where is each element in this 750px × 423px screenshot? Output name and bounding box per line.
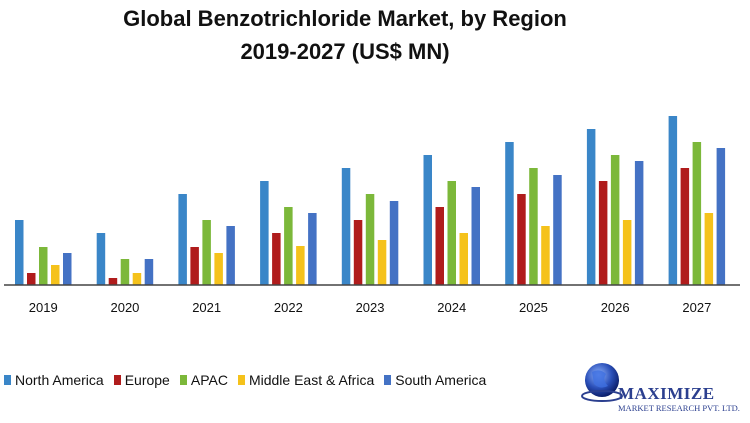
bar-south-america-2023 — [389, 201, 399, 285]
bar-middle-east-africa-2025 — [541, 226, 550, 285]
legend: North America Europe APAC Middle East & … — [4, 372, 496, 388]
bar-europe-2027 — [680, 168, 690, 285]
bar-south-america-2020 — [144, 259, 154, 285]
bar-apac-2020 — [120, 259, 130, 285]
bar-europe-2020 — [108, 278, 118, 285]
bar-north-america-2020 — [96, 233, 106, 285]
bar-south-america-2024 — [471, 187, 480, 285]
bar-south-america-2025 — [553, 175, 562, 285]
legend-label-south-america: South America — [395, 372, 487, 388]
bar-middle-east-africa-2023 — [377, 240, 387, 285]
bar-europe-2026 — [598, 181, 608, 285]
bar-europe-2022 — [272, 233, 281, 285]
bar-south-america-2019 — [63, 253, 72, 285]
bar-north-america-2026 — [586, 129, 596, 285]
bar-middle-east-africa-2019 — [51, 265, 60, 285]
bar-europe-2025 — [517, 194, 526, 285]
bar-north-america-2024 — [423, 155, 432, 285]
bar-apac-2026 — [610, 155, 620, 285]
company-logo: MAXIMIZE MARKET RESEARCH PVT. LTD. — [580, 358, 748, 418]
bar-apac-2019 — [39, 247, 48, 285]
logo-name: MAXIMIZE — [618, 384, 715, 403]
legend-swatch-north-america — [4, 375, 11, 385]
bar-middle-east-africa-2022 — [296, 246, 305, 285]
logo-subtitle: MARKET RESEARCH PVT. LTD. — [618, 403, 740, 413]
bar-apac-2022 — [284, 207, 293, 285]
bar-south-america-2022 — [308, 213, 317, 285]
bar-middle-east-africa-2021 — [214, 253, 223, 285]
x-axis-ticks: 2019 2020 2021 2022 2023 2024 2025 2026 2027 — [29, 300, 712, 315]
bar-middle-east-africa-2026 — [622, 220, 632, 285]
legend-label-apac: APAC — [190, 372, 228, 388]
bar-europe-2019 — [27, 273, 36, 285]
x-tick-label-2019: 2019 — [29, 300, 58, 315]
bar-north-america-2021 — [178, 194, 187, 285]
x-tick-label-2027: 2027 — [682, 300, 711, 315]
bar-apac-2027 — [692, 142, 702, 285]
legend-label-north-america: North America — [15, 372, 104, 388]
bar-apac-2025 — [529, 168, 538, 285]
bar-south-america-2027 — [716, 148, 726, 285]
legend-swatch-south-america — [384, 375, 392, 385]
legend-item-north-america: North America — [4, 372, 104, 388]
legend-item-apac: APAC — [179, 372, 228, 388]
x-tick-label-2026: 2026 — [601, 300, 630, 315]
legend-item-middle-east-africa: Middle East & Africa — [237, 372, 375, 388]
bar-north-america-2019 — [15, 220, 24, 285]
chart-title-line2: 2019-2027 (US$ MN) — [240, 39, 450, 64]
bar-north-america-2022 — [260, 181, 269, 285]
x-tick-label-2021: 2021 — [192, 300, 221, 315]
bar-europe-2023 — [353, 220, 363, 285]
bar-middle-east-africa-2020 — [132, 273, 142, 285]
bar-north-america-2027 — [668, 116, 678, 285]
legend-swatch-middle-east-africa — [237, 375, 245, 385]
legend-label-middle-east-africa: Middle East & Africa — [248, 372, 375, 388]
bar-north-america-2023 — [341, 168, 351, 285]
bar-south-america-2026 — [634, 161, 644, 285]
bar-north-america-2025 — [505, 142, 514, 285]
legend-item-europe: Europe — [113, 372, 170, 388]
x-tick-label-2024: 2024 — [437, 300, 466, 315]
x-tick-label-2020: 2020 — [110, 300, 139, 315]
bar-middle-east-africa-2024 — [459, 233, 468, 285]
bar-south-america-2021 — [226, 226, 235, 285]
bar-apac-2023 — [365, 194, 375, 285]
bar-middle-east-africa-2027 — [704, 213, 714, 285]
bars-group — [15, 116, 726, 285]
chart-title-line1: Global Benzotrichloride Market, by Regio… — [123, 6, 567, 31]
x-tick-label-2023: 2023 — [356, 300, 385, 315]
legend-label-europe: Europe — [124, 372, 170, 388]
bar-europe-2021 — [190, 247, 199, 285]
globe-icon — [581, 363, 623, 402]
bar-apac-2024 — [447, 181, 456, 285]
bar-europe-2024 — [435, 207, 444, 285]
legend-swatch-europe — [113, 375, 121, 385]
x-tick-label-2025: 2025 — [519, 300, 548, 315]
bar-apac-2021 — [202, 220, 211, 285]
legend-item-south-america: South America — [384, 372, 486, 388]
bar-chart: 2019 2020 2021 2022 2023 2024 2025 2026 2027 — [4, 116, 740, 315]
x-tick-label-2022: 2022 — [274, 300, 303, 315]
legend-swatch-apac — [179, 375, 187, 385]
